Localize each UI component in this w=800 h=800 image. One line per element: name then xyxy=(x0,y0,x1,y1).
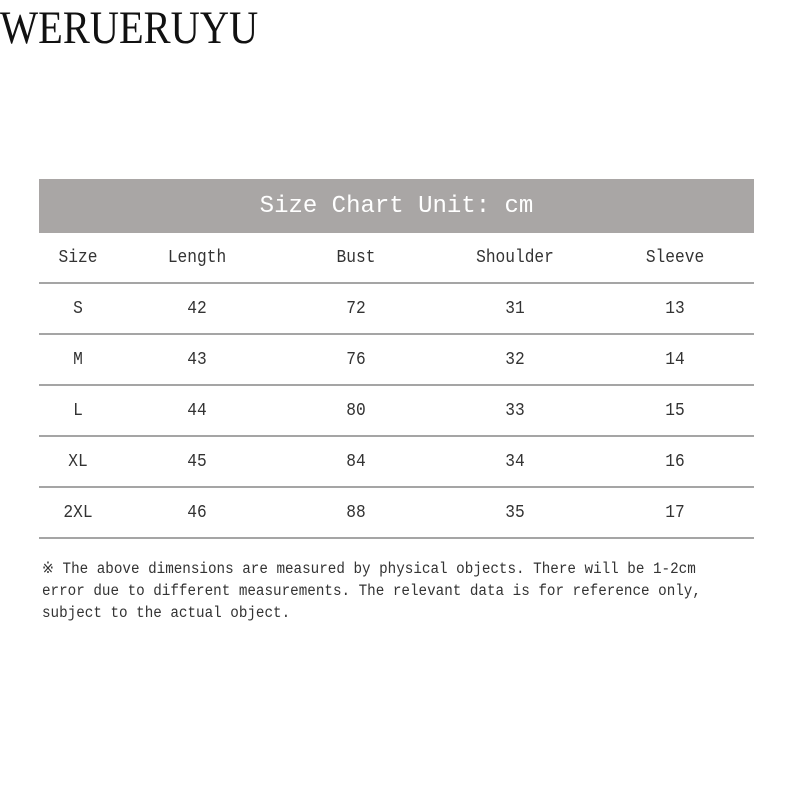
table-cell: 76 xyxy=(346,349,366,370)
table-cell: 32 xyxy=(505,349,525,370)
table-cell: 43 xyxy=(187,349,207,370)
table-cell: 31 xyxy=(505,298,525,319)
table-cell: M xyxy=(73,349,83,370)
table-cell: 88 xyxy=(346,502,366,523)
column-header: Length xyxy=(167,247,227,268)
table-cell: 44 xyxy=(187,400,207,421)
table-row: XL 45 84 34 16 xyxy=(39,437,754,488)
table-cell: 34 xyxy=(505,451,525,472)
table-cell: 16 xyxy=(665,451,685,472)
brand-logo: WERUERUYU xyxy=(0,2,259,54)
table-cell: 42 xyxy=(187,298,207,319)
header-row: Size Length Bust Shoulder Sleeve xyxy=(39,233,754,284)
table-cell: 33 xyxy=(505,400,525,421)
table-cell: 80 xyxy=(346,400,366,421)
table-row: S 42 72 31 13 xyxy=(39,284,754,335)
disclaimer-note: ※ The above dimensions are measured by p… xyxy=(42,560,701,622)
table-cell: 2XL xyxy=(63,502,93,523)
table-cell: S xyxy=(73,298,83,319)
table-row: 2XL 46 88 35 17 xyxy=(39,488,754,539)
table-cell: 35 xyxy=(505,502,525,523)
table-cell: 15 xyxy=(665,400,685,421)
column-header: Bust xyxy=(336,247,376,268)
table-title: Size Chart Unit: cm xyxy=(39,179,754,233)
table-cell: 14 xyxy=(665,349,685,370)
table-cell: XL xyxy=(68,451,88,472)
table-cell: 46 xyxy=(187,502,207,523)
table-cell: 45 xyxy=(187,451,207,472)
column-header: Size xyxy=(58,247,98,268)
table-cell: 13 xyxy=(665,298,685,319)
table-cell: L xyxy=(73,400,83,421)
size-chart-table: Size Chart Unit: cm Size Length Bust Should… xyxy=(39,179,754,539)
table-cell: 84 xyxy=(346,451,366,472)
column-header: Sleeve xyxy=(645,247,705,268)
table-row: L 44 80 33 15 xyxy=(39,386,754,437)
table-cell: 72 xyxy=(346,298,366,319)
column-header: Shoulder xyxy=(476,247,554,268)
table-row: M 43 76 32 14 xyxy=(39,335,754,386)
table-cell: 17 xyxy=(665,502,685,523)
